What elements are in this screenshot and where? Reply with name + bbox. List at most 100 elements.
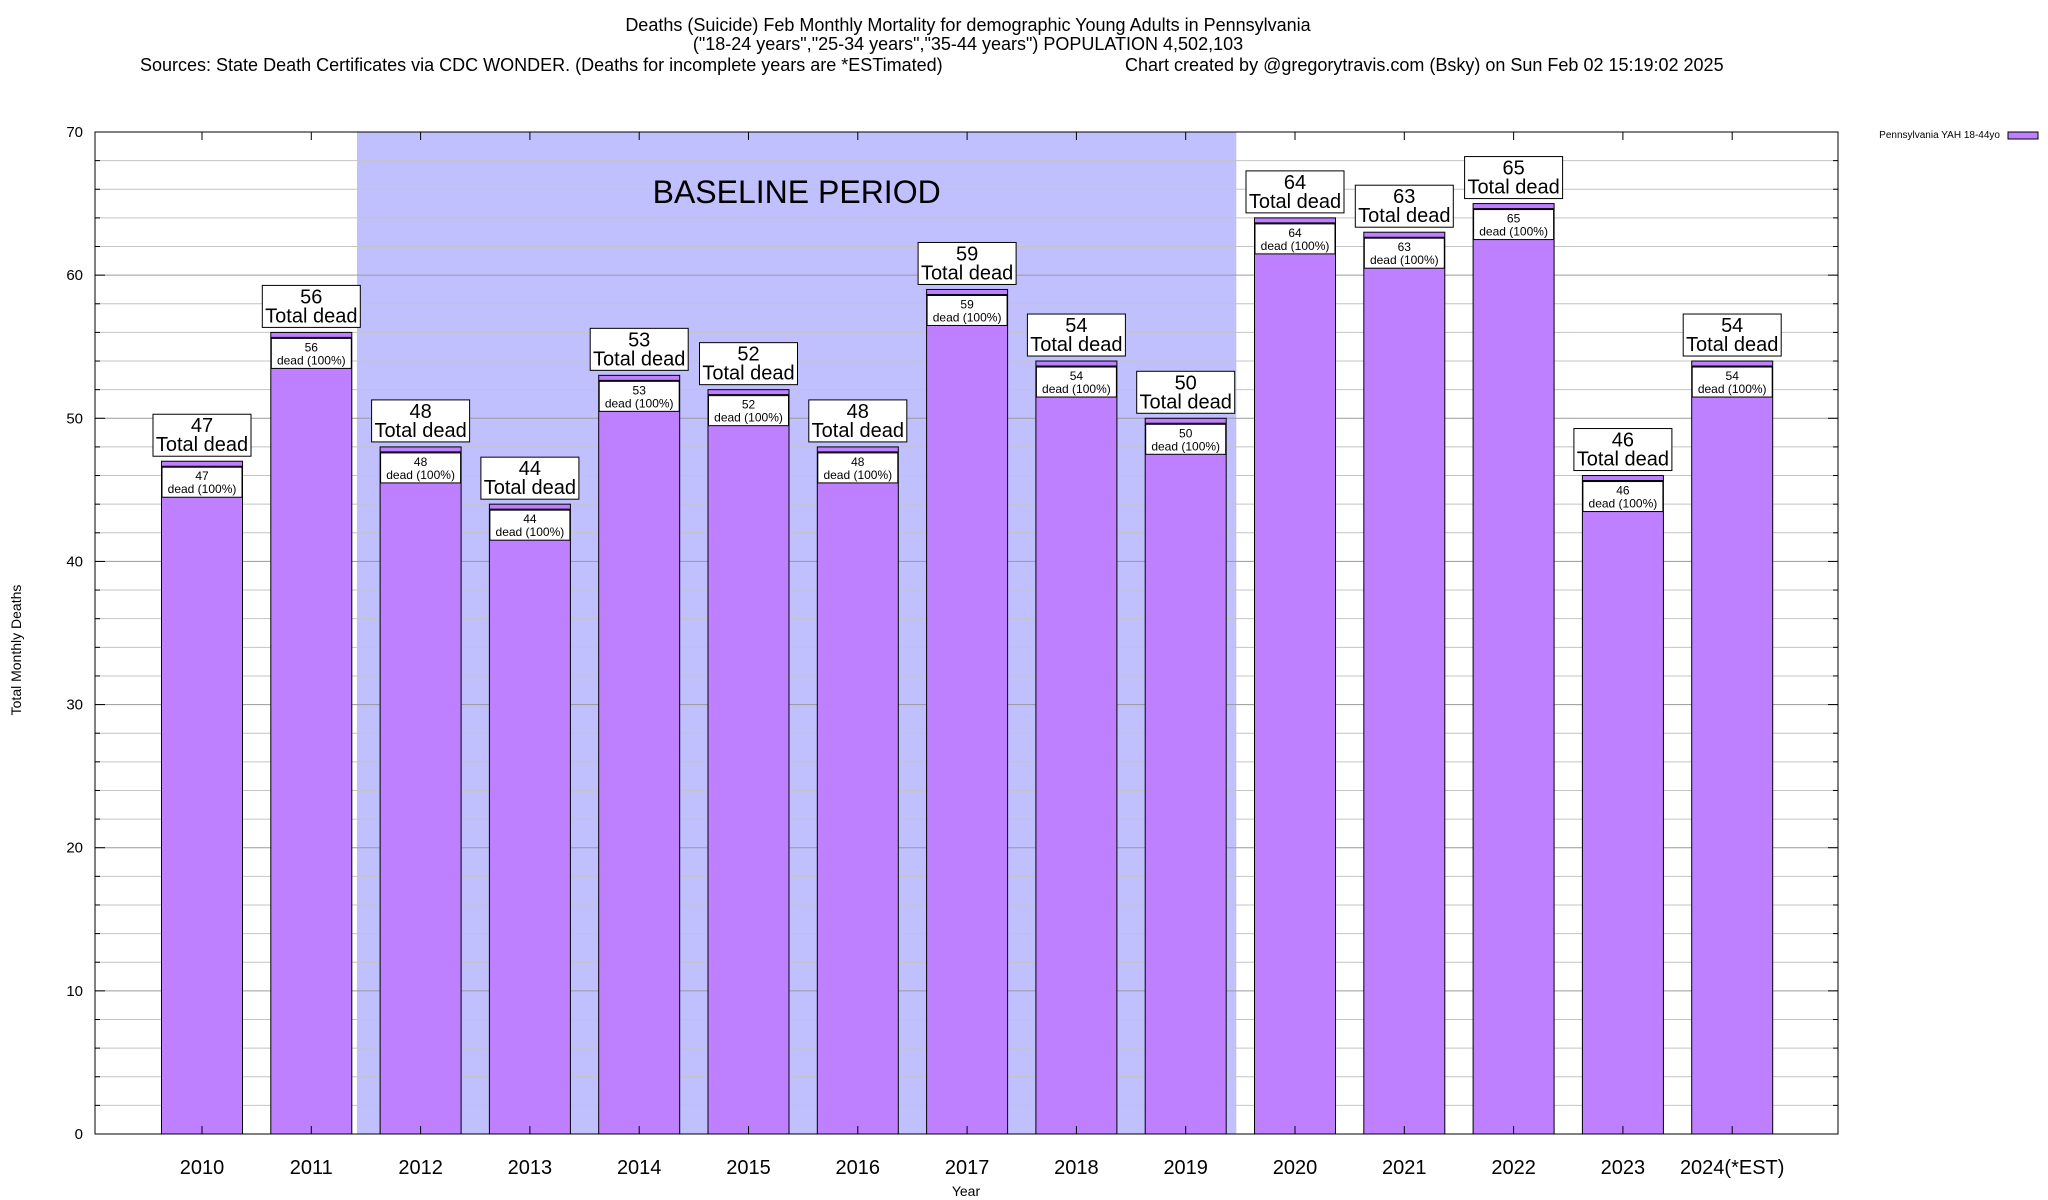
bar-total-label: Total dead <box>1140 391 1232 413</box>
total-label-box <box>808 399 908 443</box>
chart-title: Deaths (Suicide) Feb Monthly Mortality f… <box>625 15 1311 35</box>
inner-label-box <box>1254 223 1336 255</box>
bar-inner-suffix: dead (100%) <box>1370 253 1439 267</box>
inner-label-box <box>1473 209 1555 241</box>
bar-total-value: 65 <box>1502 158 1524 180</box>
bar <box>1254 217 1336 1135</box>
bar-inner-suffix: dead (100%) <box>1042 382 1111 396</box>
inner-label-box <box>817 452 899 484</box>
bar-inner-value: 48 <box>414 455 428 469</box>
inner-label-box <box>1691 366 1773 398</box>
bar-inner-value: 48 <box>851 455 865 469</box>
bar-inner-suffix: dead (100%) <box>1151 439 1220 453</box>
bar <box>707 389 790 1135</box>
bar <box>270 331 353 1135</box>
bar-total-value: 54 <box>1065 315 1087 337</box>
bar <box>1581 475 1664 1135</box>
x-tick-label: 2011 <box>290 1157 333 1179</box>
bar-inner-value: 54 <box>1070 369 1084 383</box>
bar-inner-value: 64 <box>1288 226 1302 240</box>
x-tick-label: 2012 <box>398 1157 443 1179</box>
y-tick-label: 40 <box>66 553 83 570</box>
y-tick-label: 50 <box>66 410 83 427</box>
y-tick-label: 20 <box>66 840 83 857</box>
bar-inner-value: 50 <box>1179 426 1193 440</box>
bar-inner-suffix: dead (100%) <box>1698 382 1767 396</box>
inner-label-box <box>926 294 1008 326</box>
bar-total-label: Total dead <box>702 363 794 385</box>
total-label-box <box>371 399 471 443</box>
bar-total-value: 59 <box>956 243 978 265</box>
y-axis-label: Total Monthly Deaths <box>8 585 24 716</box>
x-tick-label: 2017 <box>945 1157 990 1179</box>
bar-inner-suffix: dead (100%) <box>1261 239 1330 253</box>
bar-total-value: 44 <box>519 458 541 480</box>
total-label-box <box>1464 156 1564 200</box>
bar-total-label: Total dead <box>374 420 466 442</box>
inner-label-box <box>270 337 352 369</box>
bar <box>598 374 681 1135</box>
bar-total-value: 64 <box>1284 172 1306 194</box>
total-label-box <box>699 342 798 386</box>
x-axis-label: Year <box>952 1183 981 1199</box>
y-tick-label: 10 <box>66 983 83 1000</box>
total-label-box <box>261 284 361 328</box>
bar-inner-value: 52 <box>742 398 756 412</box>
inner-label-box <box>380 452 462 484</box>
x-tick-label: 2014 <box>617 1157 662 1179</box>
legend-label: Pennsylvania YAH 18-44yo <box>1879 130 2000 141</box>
bar <box>1472 203 1555 1135</box>
x-tick-label: 2013 <box>508 1157 553 1179</box>
bar-total-value: 47 <box>191 415 213 437</box>
bar-total-label: Total dead <box>921 262 1013 284</box>
bar-total-label: Total dead <box>1686 334 1778 356</box>
inner-label-box <box>1145 423 1227 455</box>
chart-subtitle: ("18-24 years","25-34 years","35-44 year… <box>693 34 1243 54</box>
bar-inner-value: 65 <box>1507 212 1521 226</box>
legend-swatch <box>2007 131 2039 140</box>
total-label-box <box>1136 370 1236 414</box>
bar-total-value: 63 <box>1393 186 1415 208</box>
bar-inner-value: 56 <box>305 340 319 354</box>
y-tick-label: 70 <box>66 124 83 141</box>
x-tick-label: 2019 <box>1163 1157 1208 1179</box>
x-tick-label: 2020 <box>1273 1157 1318 1179</box>
bar-total-value: 52 <box>737 344 759 366</box>
bar <box>379 446 462 1135</box>
x-tick-label: 2010 <box>180 1157 225 1179</box>
total-label-box <box>589 327 689 371</box>
bar-total-label: Total dead <box>156 434 248 456</box>
bar-total-label: Total dead <box>265 305 357 327</box>
total-label-box <box>1573 428 1673 472</box>
x-tick-label: 2022 <box>1491 1157 1536 1179</box>
bar-inner-suffix: dead (100%) <box>1589 497 1658 511</box>
bar <box>161 460 243 1135</box>
bar <box>1691 360 1774 1135</box>
chart-sources: Sources: State Death Certificates via CD… <box>140 55 943 75</box>
inner-label-box <box>161 466 243 498</box>
bar <box>1035 360 1118 1135</box>
bar <box>816 446 899 1135</box>
bar-inner-suffix: dead (100%) <box>605 396 674 410</box>
bar-total-value: 53 <box>628 329 650 351</box>
bar-inner-suffix: dead (100%) <box>496 525 565 539</box>
bar-inner-value: 54 <box>1726 369 1740 383</box>
bar-inner-value: 53 <box>633 383 647 397</box>
bar-total-label: Total dead <box>1577 449 1669 471</box>
total-label-box <box>1026 313 1126 357</box>
bar-inner-value: 63 <box>1398 240 1412 254</box>
bar-total-value: 56 <box>300 286 322 308</box>
total-label-box <box>1354 184 1454 228</box>
inner-label-box <box>598 380 680 412</box>
y-tick-label: 60 <box>66 267 83 284</box>
bar-total-label: Total dead <box>1467 177 1559 199</box>
inner-label-box <box>489 509 571 541</box>
total-label-box <box>480 456 580 500</box>
bar-total-label: Total dead <box>1249 191 1341 213</box>
bar-inner-suffix: dead (100%) <box>823 468 892 482</box>
total-label-box <box>1682 313 1782 357</box>
bar-total-label: Total dead <box>812 420 904 442</box>
bar <box>926 288 1009 1135</box>
bar <box>1144 417 1227 1135</box>
